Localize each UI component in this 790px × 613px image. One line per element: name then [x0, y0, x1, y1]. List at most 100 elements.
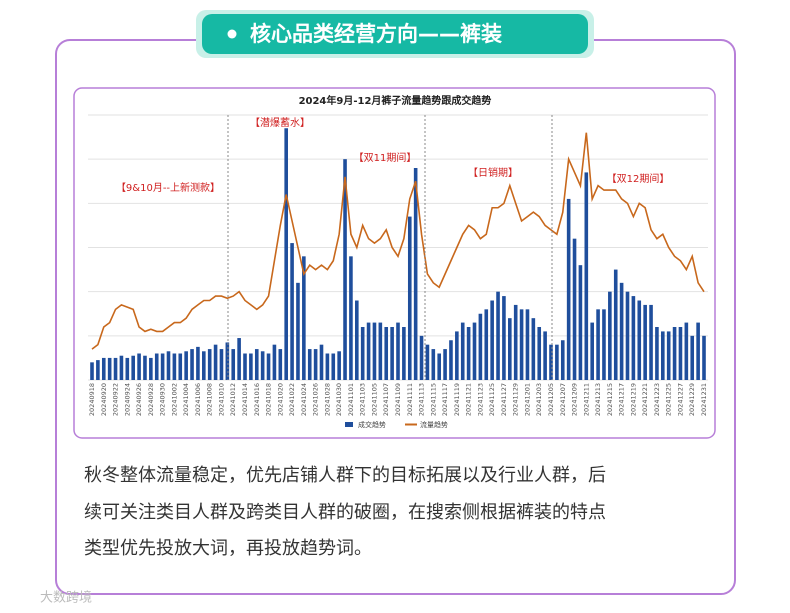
bar: [290, 243, 294, 380]
bar: [584, 172, 589, 380]
bar: [490, 300, 494, 380]
annotation: 【9&10月--上新测款】: [116, 181, 220, 194]
bar: [407, 216, 412, 380]
x-tick-label: 20241127: [500, 383, 508, 416]
x-tick-label: 20241020: [276, 383, 284, 416]
bar: [608, 291, 612, 380]
x-tick-label: 20241123: [476, 383, 484, 416]
watermark: 大数跨境: [40, 591, 92, 606]
x-tick-label: 20241221: [641, 383, 649, 416]
bar: [131, 355, 135, 380]
bar: [160, 353, 165, 380]
caption-line: 秋冬整体流量稳定，优先店铺人群下的目标拓展以及行业人群，后: [84, 465, 606, 486]
x-tick-label: 20241018: [265, 383, 273, 416]
x-tick-label: 20241002: [170, 383, 178, 416]
bar: [519, 309, 524, 380]
bar: [190, 349, 194, 380]
bar: [590, 322, 594, 380]
bar: [696, 322, 700, 380]
bar: [508, 318, 512, 380]
x-tick-label: 20241219: [629, 383, 637, 416]
x-tick-label: 20240928: [147, 383, 155, 416]
x-tick-label: 20241203: [535, 383, 543, 416]
x-tick-label: 20241223: [653, 383, 661, 416]
x-tick-label: 20240920: [100, 383, 108, 416]
bar: [384, 327, 389, 380]
caption-line: 类型优先投放大词，再投放趋势词。: [84, 538, 372, 559]
x-tick-label: 20241016: [253, 383, 261, 416]
x-tick-label: 20241022: [288, 383, 296, 416]
x-tick-label: 20241008: [206, 383, 214, 416]
bar: [284, 128, 288, 380]
x-tick-label: 20241121: [465, 383, 473, 416]
x-tick-label: 20241105: [370, 383, 378, 416]
bar: [596, 309, 600, 380]
bar: [666, 331, 671, 380]
x-tick-label: 20241024: [300, 383, 308, 416]
bar: [578, 265, 583, 380]
x-tick-label: 20241028: [323, 383, 331, 416]
bar: [343, 159, 347, 380]
bar: [496, 291, 500, 380]
bar: [219, 349, 224, 380]
bar: [149, 357, 153, 380]
bar: [443, 349, 447, 380]
legend-swatch: [345, 422, 353, 427]
bar: [166, 351, 171, 380]
x-tick-label: 20241117: [441, 383, 449, 416]
x-tick-label: 20241111: [406, 383, 414, 416]
x-tick-label: 20241207: [559, 383, 567, 416]
bar: [243, 353, 247, 380]
annotation: 【日销期】: [468, 166, 518, 179]
bar: [96, 360, 100, 380]
bar: [249, 353, 253, 380]
bar: [254, 349, 259, 380]
bar: [101, 357, 106, 380]
x-tick-label: 20240930: [159, 383, 167, 416]
bar: [337, 351, 341, 380]
x-tick-label: 20240924: [123, 383, 131, 416]
x-tick-label: 20241205: [547, 383, 555, 416]
bar: [472, 322, 477, 380]
bar: [449, 340, 453, 380]
bar: [178, 353, 183, 380]
bar: [649, 304, 653, 380]
x-tick-label: 20241101: [347, 383, 355, 416]
bar: [678, 327, 683, 380]
bar: [466, 327, 471, 380]
bar: [655, 327, 659, 380]
bar: [184, 351, 188, 380]
bar: [702, 335, 706, 380]
bar: [296, 282, 300, 380]
x-tick-label: 20241026: [312, 383, 320, 416]
bar: [560, 340, 565, 380]
bar: [619, 282, 624, 380]
x-tick-label: 20241125: [488, 383, 496, 416]
bar: [537, 327, 542, 380]
bar: [455, 331, 459, 380]
x-tick-label: 20241213: [594, 383, 602, 416]
bar: [225, 342, 230, 380]
bar: [543, 331, 547, 380]
bar: [513, 304, 518, 380]
bar: [460, 322, 465, 380]
bar: [331, 353, 336, 380]
bar: [631, 296, 636, 380]
header-dot: [227, 29, 237, 39]
bar: [125, 357, 130, 380]
bar: [366, 322, 371, 380]
bar: [349, 256, 353, 380]
x-tick-label: 20241113: [418, 383, 426, 416]
x-tick-label: 20241231: [700, 383, 708, 416]
x-tick-label: 20240922: [112, 383, 120, 416]
x-tick-label: 20241012: [229, 383, 237, 416]
bar: [625, 291, 630, 380]
line: [91, 132, 705, 350]
bar: [154, 353, 159, 380]
bar: [266, 353, 271, 380]
x-tick-label: 20241119: [453, 383, 461, 416]
bar: [196, 346, 200, 380]
bar: [549, 344, 553, 380]
bar: [272, 344, 277, 380]
